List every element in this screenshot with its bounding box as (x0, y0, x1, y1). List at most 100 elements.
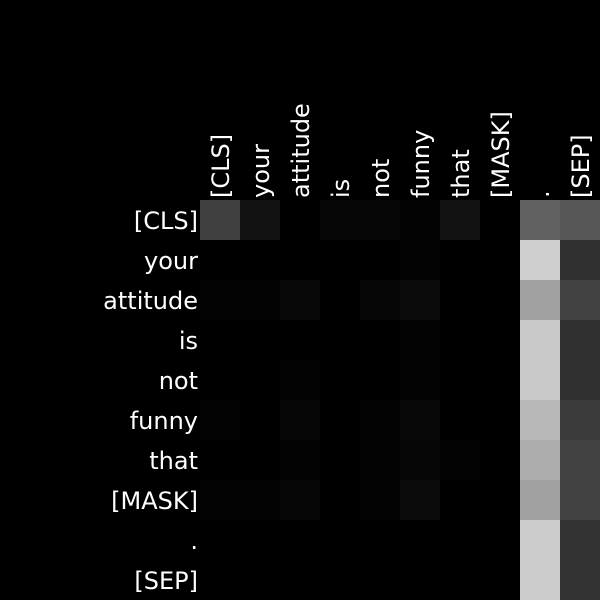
cell-r7-c6 (440, 480, 480, 520)
cell-r9-c7 (480, 560, 520, 600)
cell-r5-c9 (560, 400, 600, 440)
y-tick-label: is (179, 327, 198, 355)
cell-r9-c9 (560, 560, 600, 600)
cell-r6-c4 (360, 440, 400, 480)
y-tick-label: your (144, 247, 198, 275)
cell-r8-c8 (520, 520, 560, 560)
cell-r0-c9 (560, 200, 600, 240)
cell-r0-c6 (440, 200, 480, 240)
cell-r7-c3 (320, 480, 360, 520)
cell-r9-c4 (360, 560, 400, 600)
cell-r2-c8 (520, 280, 560, 320)
x-tick-label: [MASK] (487, 111, 515, 198)
cell-r9-c1 (240, 560, 280, 600)
cell-r0-c4 (360, 200, 400, 240)
cell-r0-c1 (240, 200, 280, 240)
cell-r9-c3 (320, 560, 360, 600)
cell-r7-c4 (360, 480, 400, 520)
cell-r4-c7 (480, 360, 520, 400)
cell-r6-c3 (320, 440, 360, 480)
cell-r6-c0 (200, 440, 240, 480)
cell-r3-c4 (360, 320, 400, 360)
x-tick-label: your (247, 144, 275, 198)
cell-r6-c9 (560, 440, 600, 480)
cell-r8-c5 (400, 520, 440, 560)
cell-r1-c3 (320, 240, 360, 280)
cell-r0-c5 (400, 200, 440, 240)
cell-r1-c9 (560, 240, 600, 280)
cell-r9-c2 (280, 560, 320, 600)
cell-r6-c6 (440, 440, 480, 480)
cell-r9-c6 (440, 560, 480, 600)
cell-r3-c3 (320, 320, 360, 360)
cell-r5-c0 (200, 400, 240, 440)
cell-r4-c2 (280, 360, 320, 400)
cell-r5-c8 (520, 400, 560, 440)
x-tick-label: [CLS] (207, 134, 235, 198)
cell-r2-c3 (320, 280, 360, 320)
cell-r8-c0 (200, 520, 240, 560)
y-tick-label: not (159, 367, 198, 395)
cell-r5-c2 (280, 400, 320, 440)
cell-r6-c2 (280, 440, 320, 480)
cell-r4-c0 (200, 360, 240, 400)
x-tick-label: . (527, 190, 555, 198)
cell-r3-c8 (520, 320, 560, 360)
cell-r0-c3 (320, 200, 360, 240)
y-tick-label: [MASK] (111, 487, 198, 515)
cell-r2-c7 (480, 280, 520, 320)
cell-r1-c7 (480, 240, 520, 280)
x-tick-label: not (367, 159, 395, 198)
cell-r9-c0 (200, 560, 240, 600)
cell-r5-c4 (360, 400, 400, 440)
cell-r5-c6 (440, 400, 480, 440)
y-tick-label: that (149, 447, 198, 475)
cell-r7-c7 (480, 480, 520, 520)
cell-r1-c4 (360, 240, 400, 280)
cell-r2-c9 (560, 280, 600, 320)
cell-r4-c6 (440, 360, 480, 400)
cell-r5-c3 (320, 400, 360, 440)
row-token-labels: [CLS] your attitude is not funny that [MASK]. [S… (103, 207, 198, 595)
cell-r1-c1 (240, 240, 280, 280)
cell-r6-c1 (240, 440, 280, 480)
cell-r1-c0 (200, 240, 240, 280)
cell-r0-c2 (280, 200, 320, 240)
x-tick-label: attitude (287, 103, 315, 198)
cell-r2-c0 (200, 280, 240, 320)
cell-r1-c6 (440, 240, 480, 280)
y-tick-label: . (190, 527, 198, 555)
cell-r2-c2 (280, 280, 320, 320)
cell-r9-c8 (520, 560, 560, 600)
cell-r0-c8 (520, 200, 560, 240)
cell-r3-c1 (240, 320, 280, 360)
cell-r2-c5 (400, 280, 440, 320)
cell-r1-c8 (520, 240, 560, 280)
cell-r8-c6 (440, 520, 480, 560)
cell-r7-c9 (560, 480, 600, 520)
cell-r4-c5 (400, 360, 440, 400)
cell-r7-c5 (400, 480, 440, 520)
x-tick-label: that (447, 149, 475, 198)
cell-r8-c3 (320, 520, 360, 560)
column-token-labels: [CLS] your attitude is not funny that [MASK]. [S… (207, 103, 595, 198)
cell-r7-c8 (520, 480, 560, 520)
cell-r4-c3 (320, 360, 360, 400)
cell-r9-c5 (400, 560, 440, 600)
cell-r8-c7 (480, 520, 520, 560)
cell-r0-c0 (200, 200, 240, 240)
cell-r0-c7 (480, 200, 520, 240)
cell-r4-c4 (360, 360, 400, 400)
cell-r7-c0 (200, 480, 240, 520)
cell-r3-c9 (560, 320, 600, 360)
cell-r7-c2 (280, 480, 320, 520)
cell-r7-c1 (240, 480, 280, 520)
cell-r4-c1 (240, 360, 280, 400)
cell-r6-c5 (400, 440, 440, 480)
cell-r5-c7 (480, 400, 520, 440)
cell-r2-c4 (360, 280, 400, 320)
cell-r6-c7 (480, 440, 520, 480)
cell-r8-c4 (360, 520, 400, 560)
x-tick-label: funny (407, 130, 435, 198)
